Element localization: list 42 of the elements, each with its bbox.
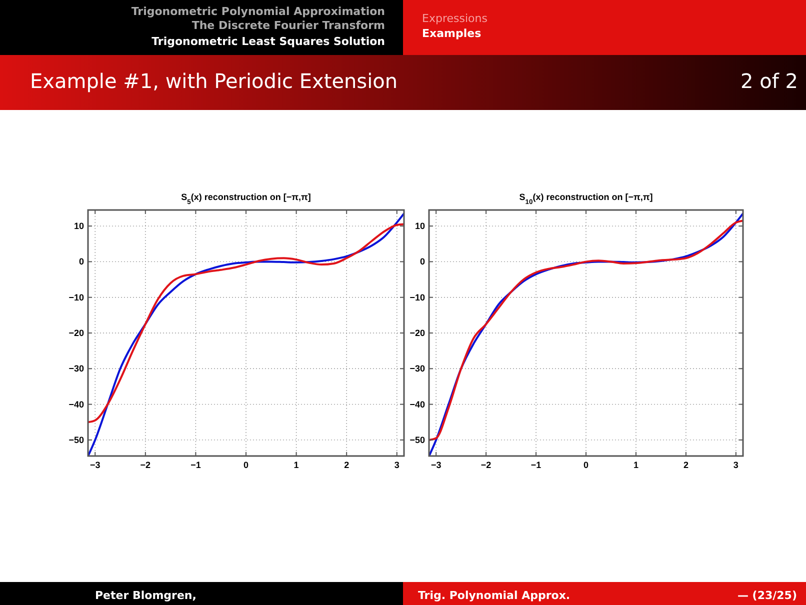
x-tick-label: −1: [530, 460, 542, 470]
text: 2 of 2: [740, 69, 798, 93]
x-tick-label: 2: [344, 460, 350, 470]
x-tick-label: −3: [90, 460, 100, 470]
y-tick-label: 10: [74, 221, 84, 232]
chart-title: S$_{5}$(x) reconstruction on [−π,π]: [181, 192, 311, 206]
x-tick-label: 3: [394, 460, 400, 470]
y-tick-label: −10: [68, 292, 84, 302]
chart-title: S$_{10}$(x) reconstruction on [−π,π]: [519, 192, 653, 206]
y-tick-label: −30: [410, 364, 425, 374]
y-tick-label: 0: [420, 256, 425, 267]
y-tick-label: −30: [68, 364, 84, 374]
y-tick-label: −10: [410, 292, 425, 302]
y-tick-label: −50: [410, 434, 425, 445]
text: Trigonometric Polynomial Approximation: [131, 5, 385, 18]
text: Expressions: [422, 12, 488, 25]
y-tick-label: −40: [68, 399, 84, 410]
text: Examples: [422, 27, 482, 40]
x-tick-label: −2: [480, 460, 492, 470]
line-series: [88, 223, 404, 424]
x-tick-label: −2: [140, 460, 151, 470]
y-tick-label: −50: [68, 434, 84, 445]
x-tick-label: 2: [683, 460, 688, 470]
line-series: [88, 212, 404, 456]
x-tick-label: 0: [243, 460, 249, 470]
text: Example #1, with Periodic Extension: [30, 69, 398, 93]
x-tick-label: 3: [733, 460, 738, 470]
x-tick-label: 1: [633, 460, 638, 470]
y-tick-label: −20: [410, 328, 425, 338]
text: — (23/25): [737, 589, 797, 602]
x-tick-label: −1: [190, 460, 201, 470]
x-tick-label: 0: [583, 460, 589, 470]
text: The Discrete Fourier Transform: [192, 19, 385, 32]
y-tick-label: −20: [68, 328, 84, 338]
x-tick-label: 1: [294, 460, 299, 470]
y-tick-label: 10: [414, 221, 425, 232]
text: Trigonometric Least Squares Solution: [152, 35, 385, 48]
text: Peter Blomgren,: [95, 589, 196, 602]
y-tick-label: −40: [410, 399, 425, 410]
x-tick-label: −3: [430, 460, 442, 470]
text: Trig. Polynomial Approx.: [418, 589, 570, 602]
y-tick-label: 0: [78, 256, 84, 267]
